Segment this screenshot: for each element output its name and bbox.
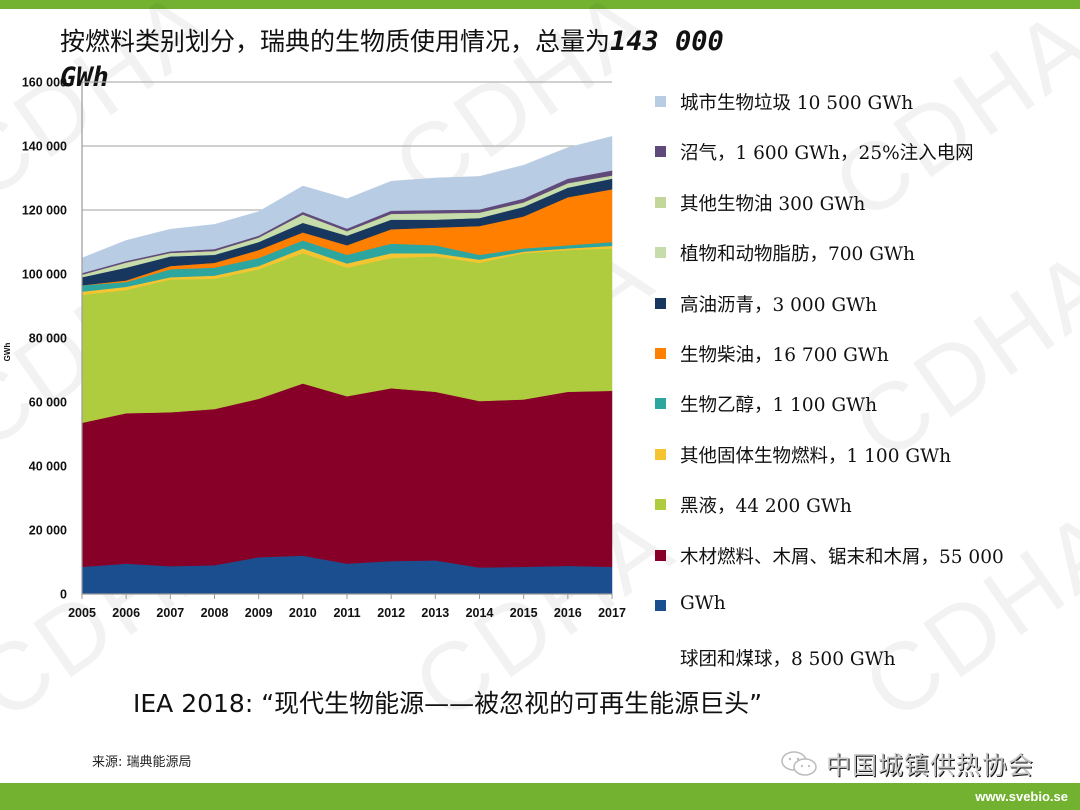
legend-label: 植物和动物脂肪，700 GWh	[680, 244, 915, 266]
legend-label: 木材燃料、木屑、锯末和木屑，55 000	[680, 546, 1004, 568]
logo-text: 中国城镇供热协会	[826, 751, 1035, 780]
legend-label: 黑液，44 200 GWh	[680, 496, 852, 518]
y-tick-label: 60 000	[29, 396, 67, 410]
site-url: www.svebio.se	[975, 789, 1068, 804]
x-tick-label: 2008	[201, 606, 229, 620]
legend-label: 生物柴油，16 700 GWh	[680, 344, 889, 366]
x-tick-label: 2014	[466, 606, 494, 620]
x-tick-label: 2006	[112, 606, 140, 620]
area-城市生物垃圾	[81, 136, 613, 274]
legend-label: 高油沥青，3 000 GWh	[680, 294, 878, 316]
legend-item: 植物和动物脂肪，700 GWh	[655, 238, 1075, 288]
x-tick-label: 2011	[333, 606, 360, 620]
title-text: 按燃料类别划分，瑞典的生物质使用情况，总量为	[60, 27, 611, 56]
area-series	[81, 136, 613, 595]
wechat-logo: 中国城镇供热协会	[780, 746, 1034, 782]
legend-swatch	[655, 448, 666, 460]
legend-label: 城市生物垃圾 10 500 GWh	[680, 93, 914, 114]
legend-label: 其他生物油 300 GWh	[680, 193, 866, 215]
legend-item: 高油沥青，3 000 GWh	[655, 289, 1075, 339]
x-tick-label: 2005	[68, 606, 96, 620]
legend-item: 城市生物垃圾 10 500 GWh	[655, 87, 1075, 137]
x-tick-label: 2017	[598, 606, 626, 620]
x-tick-label: 2012	[377, 606, 405, 620]
legend-item: 其他生物油 300 GWh	[655, 188, 1075, 238]
legend-label: 生物乙醇，1 100 GWh	[680, 395, 878, 417]
legend-swatch	[655, 146, 666, 158]
iea-quote: IEA 2018: “现代生物能源——被忽视的可再生能源巨头”	[133, 689, 763, 718]
y-tick-label: 100 000	[22, 268, 67, 282]
top-accent-bar	[0, 0, 1080, 9]
legend-item: 沼气，1 600 GWh，25%注入电网	[655, 137, 1075, 187]
x-tick-label: 2010	[289, 606, 317, 620]
y-tick-label: 0	[60, 588, 67, 602]
legend-swatch	[655, 297, 666, 309]
y-tick-label: 140 000	[22, 140, 67, 154]
legend-swatch	[655, 196, 666, 208]
legend-swatch	[655, 398, 666, 410]
legend-swatch	[655, 247, 666, 259]
x-tick-label: 2009	[245, 606, 273, 620]
legend-swatch	[655, 549, 666, 561]
title-total: 143 000	[610, 26, 724, 57]
y-tick-labels: 0 20 000 40 000 60 000 80 000 100 000 120 000 1…	[22, 76, 67, 602]
wechat-icon	[780, 750, 820, 778]
legend-swatch	[655, 96, 666, 107]
legend-swatch	[655, 499, 666, 511]
slide-title: 按燃料类别划分，瑞典的生物质使用情况，总量为143 000 GWh	[60, 24, 880, 96]
y-tick-label: 40 000	[29, 460, 67, 474]
x-tick-label: 2015	[510, 606, 538, 620]
legend-item: 木材燃料、木屑、锯末和木屑，55 000	[655, 541, 1075, 591]
legend-item: 黑液，44 200 GWh	[655, 490, 1075, 540]
legend-item: 其他固体生物燃料，1 100 GWh	[655, 440, 1075, 490]
y-axis-title: GWh	[3, 343, 12, 362]
axes	[81, 82, 613, 599]
x-tick-label: 2013	[421, 606, 449, 620]
y-tick-label: 120 000	[22, 204, 67, 218]
x-tick-label: 2016	[554, 606, 582, 620]
y-tick-label: 80 000	[29, 332, 67, 346]
legend-extra-line: 球团和煤球，8 500 GWh	[680, 649, 896, 670]
legend-item: GWh	[655, 591, 1075, 641]
legend-swatch	[655, 599, 666, 611]
chart-legend: 城市生物垃圾 10 500 GWh 沼气，1 600 GWh，25%注入电网 其他生…	[655, 87, 1075, 641]
y-tick-label: 160 000	[22, 76, 67, 90]
legend-label: GWh	[680, 592, 726, 614]
bottom-accent-bar	[0, 783, 1080, 810]
y-tick-label: 20 000	[29, 524, 67, 538]
legend-label: 沼气，1 600 GWh，25%注入电网	[680, 143, 974, 165]
legend-item: 生物柴油，16 700 GWh	[655, 339, 1075, 389]
x-tick-labels: 2005 2006 2007 2008 2009 2010 2011 2012 2013 2014…	[68, 606, 626, 620]
legend-item: 生物乙醇，1 100 GWh	[655, 389, 1075, 439]
stacked-area-chart: 0 20 000 40 000 60 000 80 000 100 000 120 000 1…	[3, 76, 626, 621]
legend-label: 其他固体生物燃料，1 100 GWh	[680, 445, 952, 467]
source-note: 来源: 瑞典能源局	[92, 755, 192, 770]
legend-swatch	[655, 347, 666, 359]
title-unit: GWh	[60, 62, 109, 93]
x-tick-label: 2007	[156, 606, 184, 620]
